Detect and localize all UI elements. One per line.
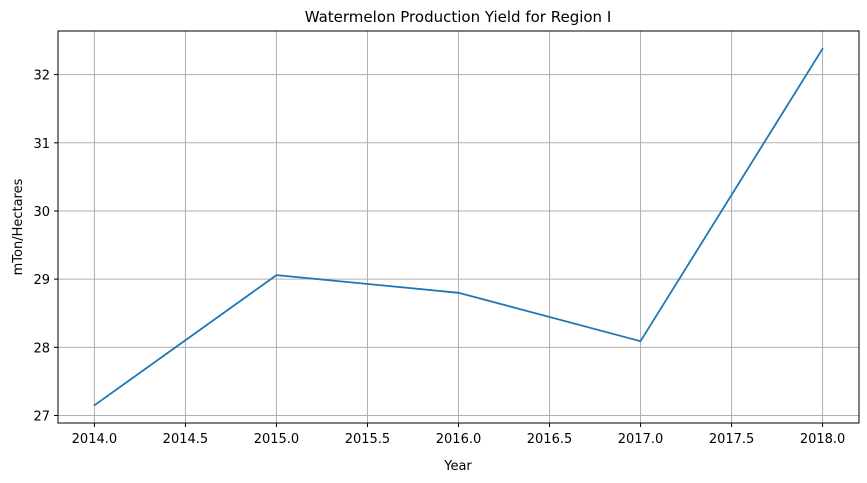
x-axis-label: Year bbox=[443, 459, 472, 474]
y-tick-label: 29 bbox=[33, 273, 50, 288]
y-ticks: 27 28 29 30 31 32 bbox=[33, 69, 58, 425]
x-tick-label: 2018.0 bbox=[800, 432, 846, 447]
x-tick-label: 2016.5 bbox=[527, 432, 573, 447]
data-point bbox=[275, 274, 278, 276]
data-point bbox=[639, 340, 642, 343]
x-tick-label: 2014.5 bbox=[163, 432, 209, 447]
y-tick-label: 30 bbox=[33, 205, 50, 220]
x-tick-label: 2014.0 bbox=[72, 432, 118, 447]
chart-title: Watermelon Production Yield for Region I bbox=[305, 8, 612, 26]
x-tick-label: 2016.0 bbox=[436, 432, 482, 447]
data-point bbox=[457, 291, 460, 294]
x-ticks: 2014.0 2014.5 2015.0 2015.5 2016.0 2016.5 2017… bbox=[72, 423, 846, 447]
x-tick-label: 2015.5 bbox=[345, 432, 391, 447]
y-axis-label: mTon/Hectares bbox=[11, 178, 26, 275]
grid-lines bbox=[58, 31, 859, 423]
y-tick-label: 31 bbox=[33, 137, 50, 152]
series-layer bbox=[93, 47, 824, 407]
data-point bbox=[93, 404, 96, 407]
x-tick-label: 2017.0 bbox=[618, 432, 664, 447]
data-point bbox=[821, 47, 824, 50]
y-tick-label: 27 bbox=[33, 410, 50, 425]
x-tick-label: 2017.5 bbox=[709, 432, 755, 447]
x-tick-label: 2015.0 bbox=[254, 432, 300, 447]
y-tick-label: 32 bbox=[33, 69, 50, 84]
y-tick-label: 28 bbox=[33, 341, 50, 356]
